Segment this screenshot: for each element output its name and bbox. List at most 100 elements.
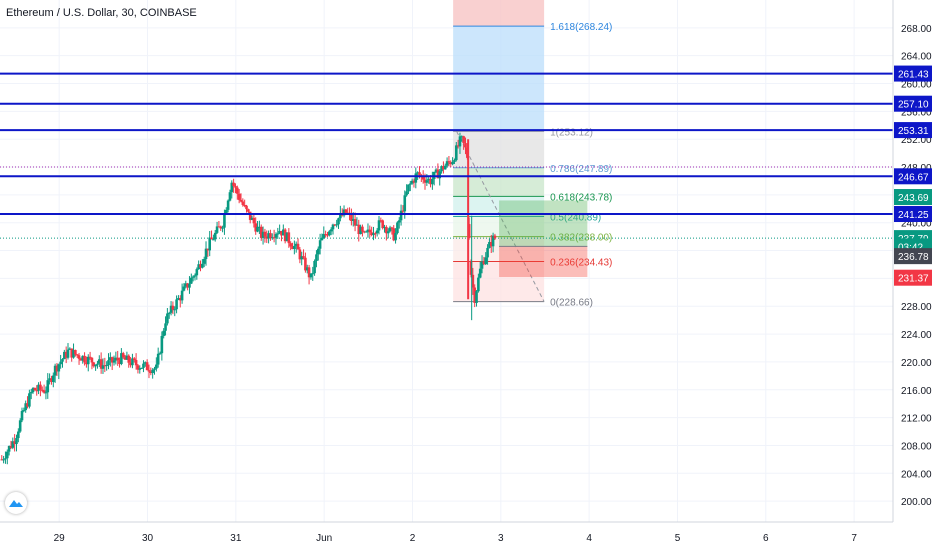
candle-body	[309, 273, 313, 278]
candle-body	[302, 256, 305, 258]
candle-body	[144, 362, 147, 364]
candle-body	[484, 257, 488, 265]
price-badge	[894, 189, 932, 206]
candle-body	[140, 367, 143, 369]
candle-body	[438, 171, 442, 179]
candle-body	[182, 286, 186, 291]
candle-body	[149, 371, 153, 374]
time-tick-label: 3	[498, 533, 504, 544]
candle-body	[488, 241, 491, 248]
candle-body	[320, 238, 324, 241]
candle-body	[234, 186, 237, 188]
fib-level-label: 0.618(243.78)	[550, 192, 612, 203]
candle-body	[469, 260, 473, 275]
candle-body	[50, 378, 53, 383]
candle-body	[17, 431, 20, 439]
candle-body	[269, 233, 272, 238]
fib-zone	[453, 196, 545, 217]
candle-body	[132, 358, 136, 360]
time-tick-label: 2	[410, 533, 416, 544]
candle-body	[46, 380, 50, 393]
price-tick-label: 200.00	[901, 497, 932, 508]
candle-body	[77, 355, 81, 359]
candle-body	[350, 213, 353, 222]
candle-body	[15, 438, 18, 445]
candle-body	[221, 227, 224, 229]
candle-body	[193, 275, 197, 277]
candle-body	[315, 254, 318, 262]
candle-body	[453, 160, 456, 162]
candle-body	[280, 230, 283, 236]
price-tick-label: 208.00	[901, 441, 932, 452]
candle-body	[368, 229, 372, 233]
fib-level-label: 1.618(268.24)	[550, 22, 612, 33]
candle-body	[72, 349, 75, 358]
candle-body	[379, 220, 383, 222]
candle-body	[248, 211, 252, 220]
candle-body	[206, 248, 210, 251]
fib-level-label: 0.382(238.00)	[550, 233, 612, 244]
level-badge-label: 241.25	[898, 210, 929, 221]
candle-body	[237, 193, 241, 200]
candle-body	[171, 305, 175, 310]
candle-body	[188, 283, 191, 288]
candle-body	[74, 349, 77, 355]
candle-body	[121, 353, 125, 358]
level-badge	[894, 65, 932, 82]
candle-body	[283, 229, 287, 242]
candle-body	[177, 298, 180, 300]
candle-body	[329, 229, 333, 232]
candle-body	[324, 234, 327, 236]
candle-body	[48, 378, 51, 381]
candle-body	[247, 209, 250, 212]
candle-body	[9, 446, 13, 448]
candle-body	[407, 184, 410, 192]
candle-body	[114, 357, 118, 361]
candle-body	[359, 226, 362, 235]
candle-body	[480, 261, 484, 269]
level-badge-label: 253.31	[898, 126, 929, 137]
candle-body	[322, 234, 326, 239]
candle-body	[180, 290, 184, 301]
candle-body	[107, 360, 110, 366]
candle-body	[316, 248, 320, 255]
logo-icon[interactable]	[5, 492, 27, 514]
candle-body	[153, 368, 156, 370]
candle-body	[131, 358, 134, 366]
candle-body	[2, 459, 5, 461]
time-axis	[0, 522, 932, 550]
candle-body	[300, 256, 304, 260]
candle-body	[427, 178, 430, 181]
fib-level-label: 1(253.12)	[550, 127, 593, 138]
candle-body	[362, 231, 366, 233]
candle-body	[85, 362, 88, 365]
candle-body	[232, 182, 235, 187]
candle-body	[94, 364, 97, 367]
candle-body	[83, 355, 86, 363]
price-tick-label: 268.00	[901, 24, 932, 35]
candle-body	[462, 136, 465, 144]
candle-body	[293, 245, 296, 250]
candle-body	[491, 235, 495, 247]
candle-body	[127, 355, 131, 363]
candle-body	[173, 309, 177, 311]
candle-body	[245, 205, 248, 210]
price-tick-label: 264.00	[901, 52, 932, 63]
candle-body	[109, 357, 112, 361]
candle-body	[385, 226, 388, 234]
candle-body	[118, 360, 121, 365]
candle-body	[199, 264, 202, 268]
candle-body	[311, 273, 315, 275]
candle-body	[278, 230, 281, 234]
candle-body	[414, 173, 418, 183]
candle-body	[136, 365, 140, 370]
candle-body	[460, 136, 464, 138]
candle-body	[103, 365, 107, 367]
candle-body	[304, 257, 307, 271]
candle-body	[254, 223, 258, 232]
time-tick-label: 4	[586, 533, 592, 544]
candle-body	[51, 375, 55, 383]
chart-title: Ethereum / U.S. Dollar, 30, COINBASE	[6, 7, 197, 19]
candle-body	[142, 363, 145, 368]
